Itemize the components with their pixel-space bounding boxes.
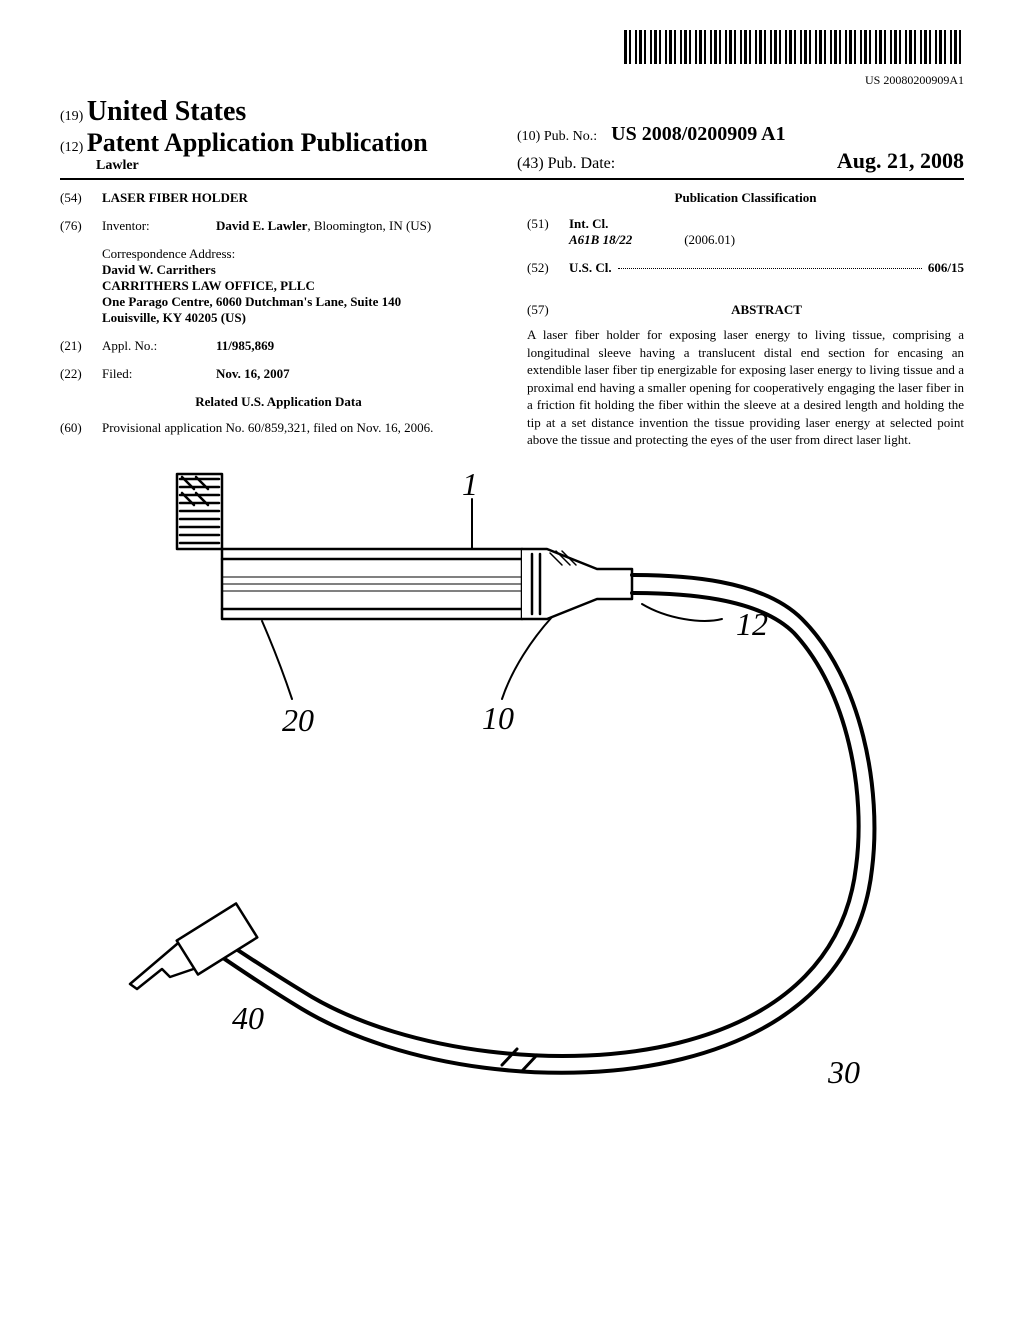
figure-label-30: 30 (827, 1054, 860, 1090)
figure-label-1: 1 (462, 469, 478, 502)
appl-label: Appl. No.: (102, 338, 206, 354)
provisional-code: (60) (60, 420, 92, 436)
appl-number: 11/985,869 (216, 338, 497, 354)
uscl-leader-dots (618, 268, 922, 269)
barcode-number: US 20080200909A1 (60, 73, 964, 88)
country-name: United States (87, 96, 246, 127)
corr-line-3: One Parago Centre, 6060 Dutchman's Lane,… (102, 294, 497, 310)
filed-code: (22) (60, 366, 92, 382)
barcode-graphic (624, 30, 964, 64)
figure-handle (177, 474, 222, 549)
figure-sleeve (222, 549, 522, 619)
corr-line-1: David W. Carrithers (102, 262, 497, 278)
abstract-code: (57) (527, 302, 559, 318)
related-data-heading: Related U.S. Application Data (60, 394, 497, 410)
figure-connector (130, 903, 257, 989)
right-column: Publication Classification (51) Int. Cl.… (527, 190, 964, 449)
figure-label-40: 40 (232, 1000, 264, 1036)
appl-code: (21) (60, 338, 92, 354)
document-header: (19) United States (12) Patent Applicati… (60, 96, 964, 180)
uscl-value: 606/15 (928, 260, 964, 276)
inventor-location: , Bloomington, IN (US) (307, 218, 431, 233)
figure-taper (522, 549, 632, 619)
pub-type-code: (12) (60, 140, 83, 155)
pubnum-code: (10) (517, 129, 540, 144)
filed-label: Filed: (102, 366, 206, 382)
intcl-code: (51) (527, 216, 559, 248)
inventor-name: David E. Lawler (216, 218, 307, 233)
invention-title: LASER FIBER HOLDER (102, 190, 497, 206)
author-name: Lawler (60, 158, 507, 174)
uscl-code: (52) (527, 260, 559, 276)
provisional-text: Provisional application No. 60/859,321, … (102, 420, 497, 436)
intcl-class: A61B 18/22 (569, 232, 632, 247)
figure-label-10: 10 (482, 700, 514, 736)
title-code: (54) (60, 190, 92, 206)
figure-label-12: 12 (736, 606, 768, 642)
left-column: (54) LASER FIBER HOLDER (76) Inventor: D… (60, 190, 497, 449)
inventor-label: Inventor: (102, 218, 206, 234)
figure-svg: 1 10 12 20 30 40 (122, 469, 902, 1109)
bibliographic-columns: (54) LASER FIBER HOLDER (76) Inventor: D… (60, 190, 964, 449)
figure-label-20: 20 (282, 702, 314, 738)
abstract-body: A laser fiber holder for exposing laser … (527, 326, 964, 449)
intcl-date: (2006.01) (684, 232, 735, 247)
pubdate-code: (43) (517, 155, 544, 172)
correspondence-address: Correspondence Address: David W. Carrith… (102, 246, 497, 326)
pubdate-value: Aug. 21, 2008 (837, 148, 964, 174)
uscl-label: U.S. Cl. (569, 260, 612, 276)
country-code: (19) (60, 109, 83, 124)
barcode-region (60, 30, 964, 69)
corr-line-4: Louisville, KY 40205 (US) (102, 310, 497, 326)
patent-figure: 1 10 12 20 30 40 (60, 469, 964, 1114)
figure-cable (207, 575, 874, 1073)
pubnum-label: Pub. No.: (544, 129, 597, 144)
classification-heading: Publication Classification (527, 190, 964, 206)
filed-date: Nov. 16, 2007 (216, 366, 497, 382)
inventor-code: (76) (60, 218, 92, 234)
intcl-label: Int. Cl. (569, 216, 964, 232)
pubnum-value: US 2008/0200909 A1 (611, 123, 785, 145)
abstract-heading: ABSTRACT (569, 302, 964, 318)
corr-label: Correspondence Address: (102, 246, 497, 262)
pubdate-label: Pub. Date: (548, 155, 616, 172)
pub-type-title: Patent Application Publication (87, 128, 428, 157)
corr-line-2: CARRITHERS LAW OFFICE, PLLC (102, 278, 497, 294)
